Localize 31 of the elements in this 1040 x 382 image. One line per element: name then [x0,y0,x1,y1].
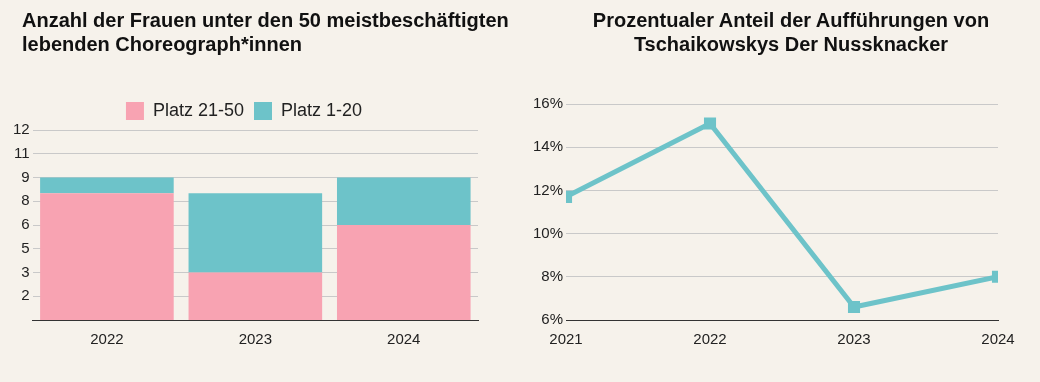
y-tick-label: 14% [532,137,564,155]
bar [336,177,471,225]
y-tick-label: 2 [21,286,30,304]
y-tick-label: 3 [21,262,30,280]
bar [336,225,471,320]
y-tick-label: 8% [541,266,564,284]
bar [40,177,174,194]
bar [40,193,174,320]
legend-label: Platz 21-50 [152,99,245,120]
x-tick-label: 2022 [693,330,727,348]
x-tick-label: 2021 [549,330,583,348]
chart-title: Anzahl der Frauen unter den 50 meistbeschäftigten lebenden Choreograph*innen [21,8,510,57]
x-tick-label: 2023 [837,330,871,348]
bar [188,272,323,320]
x-tick-label: 2022 [90,330,124,348]
y-tick-label: 16% [532,94,564,112]
y-tick-label: 10% [532,223,564,241]
y-tick-label: 11 [14,143,30,161]
y-tick-label: 9 [21,167,30,185]
chart-title: Prozentualer Anteil der Aufführungen von Tschaikowskys Der Nussknacker [591,8,991,57]
bar [188,193,323,273]
y-tick-label: 12 [13,120,30,138]
y-tick-label: 6% [541,310,564,328]
x-tick-label: 2023 [238,330,273,348]
y-tick-label: 8 [21,191,30,209]
legend-label: Platz 1-20 [281,99,363,120]
x-tick-label: 2024 [981,330,1015,348]
y-tick-label: 6 [21,215,30,233]
y-tick-label: 5 [21,238,30,256]
y-tick-label: 12% [532,180,564,198]
x-tick-label: 2024 [387,330,421,348]
